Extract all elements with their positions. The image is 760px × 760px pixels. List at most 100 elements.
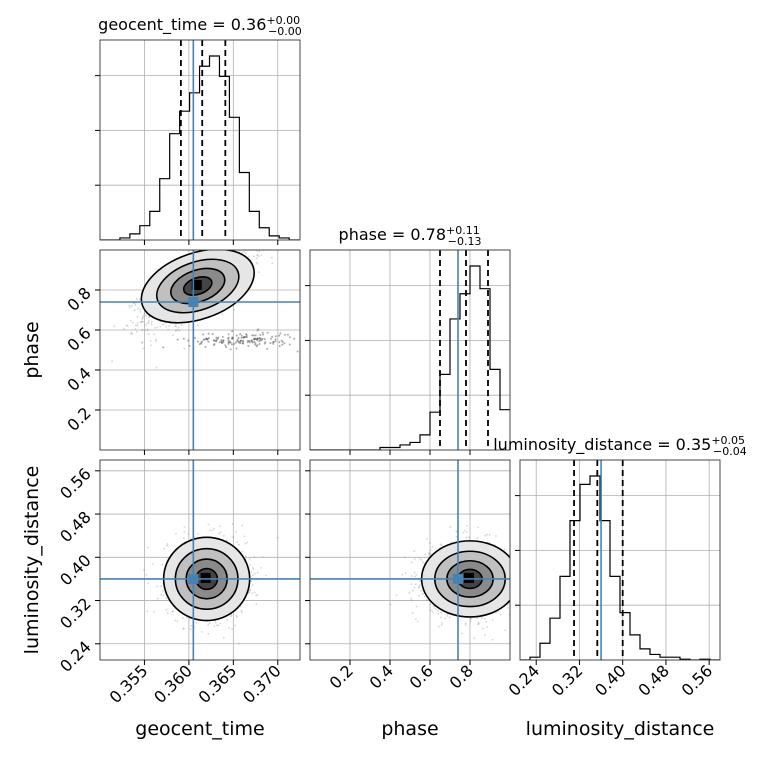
sample-point xyxy=(166,544,168,547)
sample-point xyxy=(251,592,254,595)
sample-point xyxy=(154,327,156,329)
sample-point xyxy=(256,329,259,332)
sample-point xyxy=(288,343,291,346)
sample-point xyxy=(495,535,497,537)
sample-point xyxy=(276,536,279,539)
sample-point xyxy=(463,529,466,532)
sample-point xyxy=(252,255,255,258)
panel-frame xyxy=(309,249,511,451)
sample-point xyxy=(446,615,449,617)
hist-luminosity_distance xyxy=(520,475,720,660)
sample-point xyxy=(455,530,458,533)
sample-point xyxy=(253,340,256,343)
hist-phase xyxy=(310,265,510,450)
sample-point xyxy=(511,575,513,577)
sample-point xyxy=(218,341,221,344)
sample-point xyxy=(167,328,170,331)
sample-point xyxy=(141,341,144,343)
y-tick-label: 0.6 xyxy=(63,323,94,354)
sample-point xyxy=(162,323,165,325)
sample-point xyxy=(424,595,426,598)
sample-point xyxy=(208,622,211,625)
sample-point xyxy=(278,345,281,348)
sample-point xyxy=(235,244,237,246)
sample-point xyxy=(274,335,277,338)
sample-point xyxy=(230,615,233,617)
sample-point xyxy=(271,262,274,264)
sample-point xyxy=(272,341,275,344)
sample-point xyxy=(229,348,232,351)
sample-point xyxy=(413,558,416,560)
sample-point xyxy=(207,340,210,343)
sample-point xyxy=(251,566,254,569)
panel-frame xyxy=(309,459,511,661)
sample-point xyxy=(413,550,416,553)
sample-point xyxy=(513,555,515,557)
sample-point xyxy=(259,566,262,569)
sample-point xyxy=(254,342,257,345)
sample-point xyxy=(265,574,267,577)
y-tick-label: 0.32 xyxy=(56,594,95,633)
sample-point xyxy=(263,338,266,341)
sample-point xyxy=(395,594,398,597)
sample-point xyxy=(277,245,279,247)
x-tick-label: 0.6 xyxy=(406,661,437,692)
sample-point xyxy=(201,340,204,343)
sample-point xyxy=(449,526,452,528)
sample-point xyxy=(240,609,243,612)
sample-point xyxy=(484,534,487,537)
sample-point xyxy=(174,619,177,622)
sample-point xyxy=(261,556,264,558)
sample-point xyxy=(225,346,228,349)
sample-point xyxy=(469,620,472,623)
sample-point xyxy=(248,591,251,594)
sample-point xyxy=(477,622,480,625)
sample-point xyxy=(499,613,502,616)
sample-point xyxy=(258,255,260,258)
sample-point xyxy=(207,523,210,526)
sample-point xyxy=(245,336,248,339)
sample-point xyxy=(175,532,177,535)
sample-point xyxy=(231,330,234,333)
sample-point xyxy=(258,337,261,340)
x-tick-label: 0.24 xyxy=(505,661,544,700)
sample-point xyxy=(146,329,149,332)
sample-point xyxy=(203,248,205,250)
sample-point xyxy=(142,320,145,323)
sample-point xyxy=(288,336,291,339)
sample-point xyxy=(142,314,145,317)
sample-point xyxy=(187,339,190,342)
sample-point xyxy=(171,610,174,613)
sample-point xyxy=(514,598,516,600)
sample-point xyxy=(190,624,193,627)
sample-point xyxy=(232,247,234,249)
sample-point xyxy=(128,306,131,309)
hist-panel-luminosity_distance: luminosity_distance = 0.35+0.05 −0.04 xyxy=(493,434,747,661)
x-tick-label: 0.48 xyxy=(634,661,673,700)
sample-point xyxy=(264,341,267,344)
sample-point xyxy=(431,546,434,548)
sample-point xyxy=(160,585,163,588)
sample-point xyxy=(245,243,247,245)
sample-point xyxy=(486,626,489,628)
sample-point xyxy=(243,336,246,339)
sample-point xyxy=(414,618,417,620)
sample-point xyxy=(514,588,516,590)
y-tick-label: 0.48 xyxy=(56,507,95,546)
sample-point xyxy=(240,336,243,339)
sample-point xyxy=(526,587,528,589)
sample-point xyxy=(225,246,227,248)
sample-point xyxy=(159,325,162,328)
sample-point xyxy=(139,311,142,313)
sample-point xyxy=(235,334,238,337)
sample-point xyxy=(415,605,418,608)
sample-point xyxy=(259,333,262,336)
sample-point xyxy=(235,614,238,617)
sample-point xyxy=(244,542,247,545)
sample-point xyxy=(146,610,149,613)
sample-point xyxy=(510,577,512,579)
x-axis-label-geocent_time: geocent_time xyxy=(135,718,264,740)
sample-point xyxy=(176,338,179,341)
sample-point xyxy=(151,563,154,565)
